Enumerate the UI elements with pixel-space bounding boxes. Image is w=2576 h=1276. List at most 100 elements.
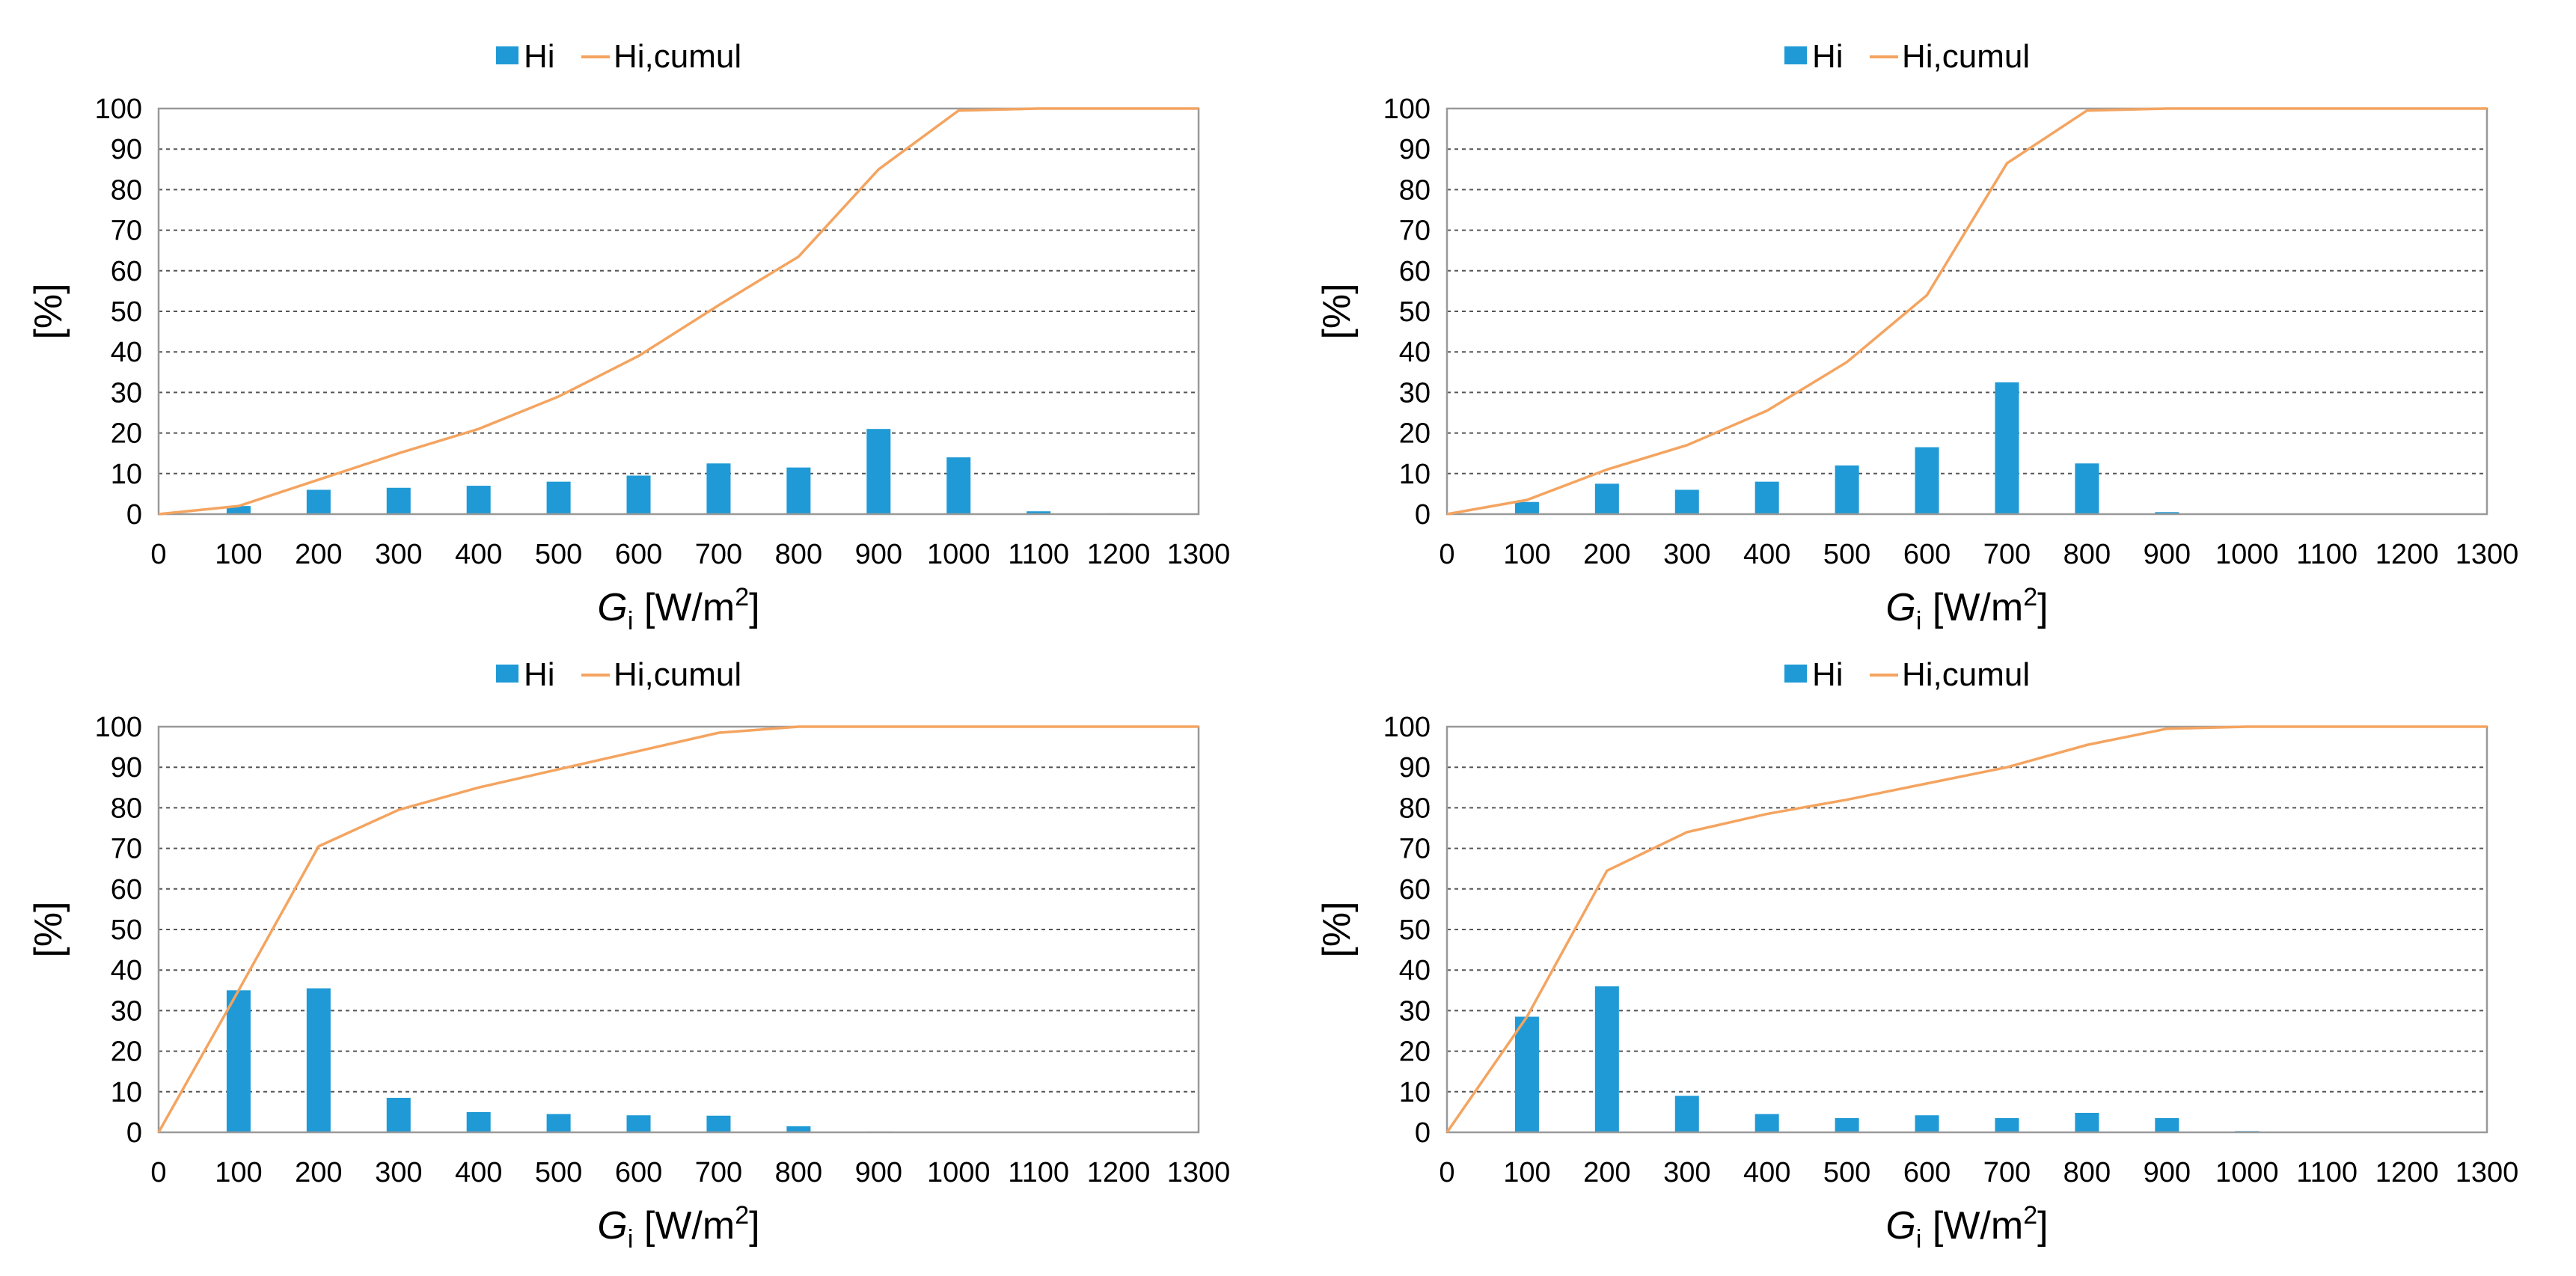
x-axis-title-unit: [W/m: [1921, 586, 2023, 629]
x-tick-label: 300: [375, 1157, 422, 1188]
x-tick-label: 900: [2144, 539, 2191, 570]
y-tick-label: 30: [111, 377, 142, 409]
x-tick-label: 500: [1823, 539, 1870, 570]
y-tick-label: 80: [1399, 793, 1431, 824]
y-tick-label: 50: [1399, 915, 1431, 946]
y-tick-label: 40: [1399, 955, 1431, 986]
y-axis-title: [%]: [27, 283, 70, 339]
x-tick-label: 400: [455, 539, 502, 570]
x-tick-label: 500: [1823, 1157, 1870, 1188]
legend-label-hi-cumul: Hi,cumul: [1902, 38, 2030, 75]
legend-label-hi-cumul: Hi,cumul: [1902, 656, 2030, 693]
x-axis-title-superscript: 2: [735, 583, 749, 611]
y-axis-title: [%]: [27, 901, 70, 957]
bar-hi: [306, 988, 331, 1132]
bar-hi: [226, 506, 251, 514]
y-tick-label: 20: [111, 1037, 142, 1068]
x-tick-label: 800: [775, 539, 822, 570]
y-tick-label: 10: [111, 1077, 142, 1108]
bar-hi: [386, 487, 411, 514]
legend-swatch-hi: [1784, 46, 1807, 64]
plot-frame: [1445, 107, 2488, 516]
x-axis-title: Gi [W/m2]: [1885, 1201, 2048, 1254]
bar-hi: [786, 1126, 811, 1132]
y-axis-title: [%]: [1315, 283, 1359, 339]
line-hi-cumul: [1445, 725, 2487, 1133]
x-tick-label: 1000: [927, 539, 991, 570]
bar-hi: [1514, 1016, 1539, 1132]
x-tick-label: 300: [1663, 539, 1710, 570]
y-tick-label: 40: [111, 337, 142, 368]
x-tick-label: 100: [1503, 1157, 1550, 1188]
legend-label-hi: Hi: [524, 38, 555, 75]
x-tick-label: 800: [2063, 539, 2111, 570]
x-tick-label: 1100: [1008, 539, 1069, 570]
x-tick-label: 600: [1903, 1157, 1951, 1188]
x-tick-label: 200: [295, 539, 342, 570]
x-tick-label: 600: [615, 1157, 662, 1188]
y-tick-label: 80: [111, 793, 142, 824]
x-tick-label: 1200: [1087, 1157, 1151, 1188]
y-tick-label: 100: [1383, 712, 1431, 743]
bar-hi: [466, 486, 491, 514]
y-tick-label: 80: [1399, 174, 1431, 206]
x-tick-label: 1300: [2456, 1157, 2519, 1188]
x-tick-label: 100: [1503, 539, 1550, 570]
x-tick-label: 1200: [2375, 539, 2439, 570]
y-tick-label: 90: [1399, 134, 1431, 165]
x-axis-title-symbol: G: [597, 1204, 627, 1248]
x-tick-label: 700: [695, 1157, 742, 1188]
x-tick-label: 1200: [1087, 539, 1151, 570]
x-axis-title-unit: [W/m: [633, 586, 735, 629]
y-tick-label: 10: [111, 459, 142, 490]
x-axis-title: Gi [W/m2]: [1885, 583, 2048, 635]
x-tick-label: 1100: [1008, 1157, 1069, 1188]
x-axis-title-superscript: 2: [2023, 583, 2037, 611]
bar-hi: [1835, 1118, 1859, 1132]
legend-label-hi: Hi: [1812, 38, 1844, 75]
y-tick-label: 30: [1399, 377, 1431, 409]
bar-hi: [1995, 1118, 2019, 1132]
y-tick-label: 0: [126, 1117, 142, 1149]
bar-hi: [626, 475, 651, 514]
chart-panel-bottom-left: 0 10 20 30 40 50 60 70 80 90 100 0 100 200 300 400 500 60…: [0, 618, 1287, 1254]
bar-hi: [706, 1115, 731, 1132]
x-tick-label: 1100: [2296, 1157, 2358, 1188]
bar-hi: [1915, 1115, 1939, 1132]
x-tick-label: 900: [2144, 1157, 2191, 1188]
y-tick-label: 50: [111, 915, 142, 946]
x-axis-title-symbol: G: [1885, 1204, 1915, 1248]
x-tick-label: 200: [295, 1157, 342, 1188]
x-tick-label: 700: [1983, 1157, 2031, 1188]
y-tick-label: 100: [95, 94, 142, 125]
bar-hi: [1514, 501, 1539, 514]
bar-hi: [466, 1111, 491, 1132]
x-tick-label: 100: [215, 539, 262, 570]
y-tick-label: 70: [1399, 216, 1431, 247]
y-tick-label: 20: [1399, 418, 1431, 450]
legend: Hi Hi,cumul: [496, 656, 741, 693]
x-tick-label: 100: [215, 1157, 262, 1188]
legend-label-hi: Hi: [1812, 656, 1844, 693]
x-tick-label: 200: [1583, 1157, 1630, 1188]
y-tick-label: 90: [111, 134, 142, 165]
legend-swatch-hi: [496, 46, 518, 64]
x-axis-title-unit: [W/m: [633, 1204, 735, 1248]
legend-label-hi-cumul: Hi,cumul: [614, 656, 741, 693]
bar-hi: [2155, 1118, 2179, 1132]
bar-hi: [626, 1115, 651, 1132]
y-tick-label: 40: [111, 955, 142, 986]
y-tick-label: 60: [111, 874, 142, 906]
bar-hi: [2075, 1112, 2099, 1132]
x-tick-label: 1200: [2375, 1157, 2439, 1188]
x-tick-label: 0: [1439, 1157, 1454, 1188]
bar-hi: [2075, 463, 2099, 514]
x-tick-label: 600: [615, 539, 662, 570]
x-tick-label: 400: [1743, 539, 1790, 570]
x-tick-label: 400: [1743, 1157, 1790, 1188]
x-axis-title-end: ]: [2037, 586, 2048, 629]
plot-frame: [157, 107, 1200, 516]
x-tick-label: 0: [150, 539, 166, 570]
